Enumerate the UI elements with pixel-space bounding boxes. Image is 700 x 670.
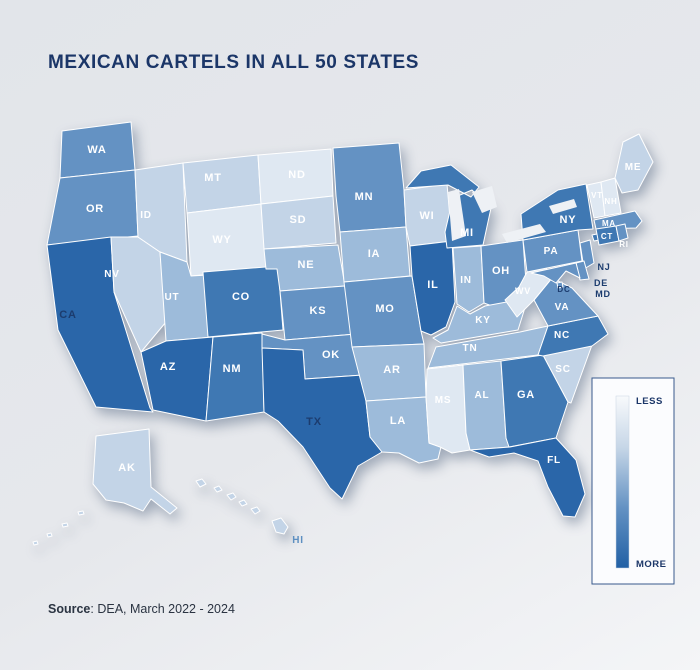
state-label-vt: VT bbox=[591, 191, 603, 200]
state-az bbox=[140, 336, 214, 422]
state-label-in: IN bbox=[460, 275, 472, 286]
legend-gradient-bar bbox=[615, 395, 630, 569]
legend: LESS MORE bbox=[591, 377, 675, 585]
great-lakes bbox=[448, 186, 577, 243]
state-label-wa: WA bbox=[87, 144, 106, 156]
legend-more-label: MORE bbox=[636, 559, 667, 570]
state-label-de: DE bbox=[594, 278, 608, 288]
state-label-nh: NH bbox=[604, 197, 617, 206]
state-label-va: VA bbox=[555, 302, 570, 313]
state-label-ri: RI bbox=[619, 240, 629, 249]
state-label-nd: ND bbox=[288, 169, 306, 181]
state-label-ca: CA bbox=[59, 309, 77, 321]
lake bbox=[549, 199, 577, 214]
state-label-nj: NJ bbox=[597, 262, 610, 272]
state-mo bbox=[343, 275, 425, 348]
state-label-mi: MI bbox=[460, 227, 474, 239]
state-label-tx: TX bbox=[306, 416, 322, 428]
state-label-co: CO bbox=[232, 291, 250, 303]
state-label-ak: AK bbox=[118, 462, 136, 474]
state-label-ny: NY bbox=[560, 214, 577, 226]
state-tx bbox=[261, 347, 383, 500]
state-ky bbox=[432, 297, 529, 344]
state-label-az: AZ bbox=[160, 361, 176, 373]
state-label-ky: KY bbox=[475, 315, 491, 326]
state-label-nv: NV bbox=[104, 269, 120, 280]
state-label-ut: UT bbox=[165, 292, 180, 303]
state-label-tn: TN bbox=[463, 343, 478, 354]
state-label-la: LA bbox=[390, 415, 406, 427]
state-label-ct: CT bbox=[601, 232, 613, 241]
state-md bbox=[530, 262, 581, 284]
state-label-ga: GA bbox=[517, 389, 535, 401]
state-label-wv: WV bbox=[515, 286, 531, 296]
state-label-fl: FL bbox=[547, 455, 561, 466]
state-hi bbox=[195, 478, 289, 535]
source-note: Source: DEA, March 2022 - 2024 bbox=[48, 602, 235, 616]
state-label-ne: NE bbox=[298, 259, 315, 271]
state-label-ks: KS bbox=[310, 305, 327, 317]
state-label-oh: OH bbox=[492, 265, 510, 277]
lake bbox=[472, 186, 497, 213]
state-label-dc: DC bbox=[557, 285, 570, 294]
state-label-mt: MT bbox=[204, 172, 221, 184]
state-label-me: ME bbox=[625, 162, 642, 173]
state-label-ma: MA bbox=[602, 219, 616, 228]
legend-less-label: LESS bbox=[636, 396, 663, 407]
state-sd bbox=[260, 195, 337, 250]
state-label-al: AL bbox=[475, 390, 490, 401]
state-label-ms: MS bbox=[435, 395, 452, 406]
state-label-ia: IA bbox=[368, 248, 381, 260]
state-label-sd: SD bbox=[290, 214, 307, 226]
state-co bbox=[202, 265, 284, 338]
state-label-ok: OK bbox=[322, 349, 340, 361]
state-label-hi: HI bbox=[292, 535, 304, 546]
state-label-nm: NM bbox=[223, 363, 242, 375]
state-fl bbox=[469, 437, 586, 518]
state-label-wi: WI bbox=[419, 210, 434, 222]
state-il bbox=[409, 240, 456, 336]
state-label-nc: NC bbox=[554, 330, 570, 341]
state-ak bbox=[32, 428, 178, 546]
state-nh bbox=[600, 177, 622, 217]
state-label-sc: SC bbox=[555, 364, 571, 375]
source-text: : DEA, March 2022 - 2024 bbox=[90, 602, 235, 616]
state-label-md: MD bbox=[595, 289, 611, 299]
state-label-mn: MN bbox=[355, 191, 374, 203]
state-label-wy: WY bbox=[212, 234, 231, 246]
state-ma bbox=[593, 210, 643, 230]
source-label: Source bbox=[48, 602, 91, 616]
lake bbox=[448, 189, 466, 241]
state-label-or: OR bbox=[86, 203, 104, 215]
state-mn bbox=[332, 142, 407, 233]
lake bbox=[502, 224, 546, 243]
state-label-pa: PA bbox=[544, 246, 559, 257]
state-label-il: IL bbox=[427, 279, 438, 291]
state-label-mo: MO bbox=[375, 303, 394, 315]
state-label-ar: AR bbox=[383, 364, 401, 376]
legend-box bbox=[591, 377, 675, 585]
state-mi bbox=[405, 164, 492, 249]
state-label-id: ID bbox=[140, 210, 152, 221]
state-me bbox=[614, 133, 654, 194]
page-title: MEXICAN CARTELS IN ALL 50 STATES bbox=[48, 52, 420, 73]
state-mt bbox=[182, 154, 262, 214]
state-nm bbox=[205, 332, 265, 422]
state-dc bbox=[556, 281, 564, 289]
state-in bbox=[452, 245, 485, 313]
state-ri bbox=[615, 223, 629, 242]
